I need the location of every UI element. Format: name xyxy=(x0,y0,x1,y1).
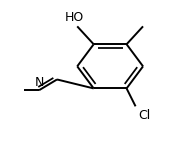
Text: HO: HO xyxy=(65,11,84,24)
Text: Cl: Cl xyxy=(138,109,150,122)
Text: N: N xyxy=(34,76,44,89)
